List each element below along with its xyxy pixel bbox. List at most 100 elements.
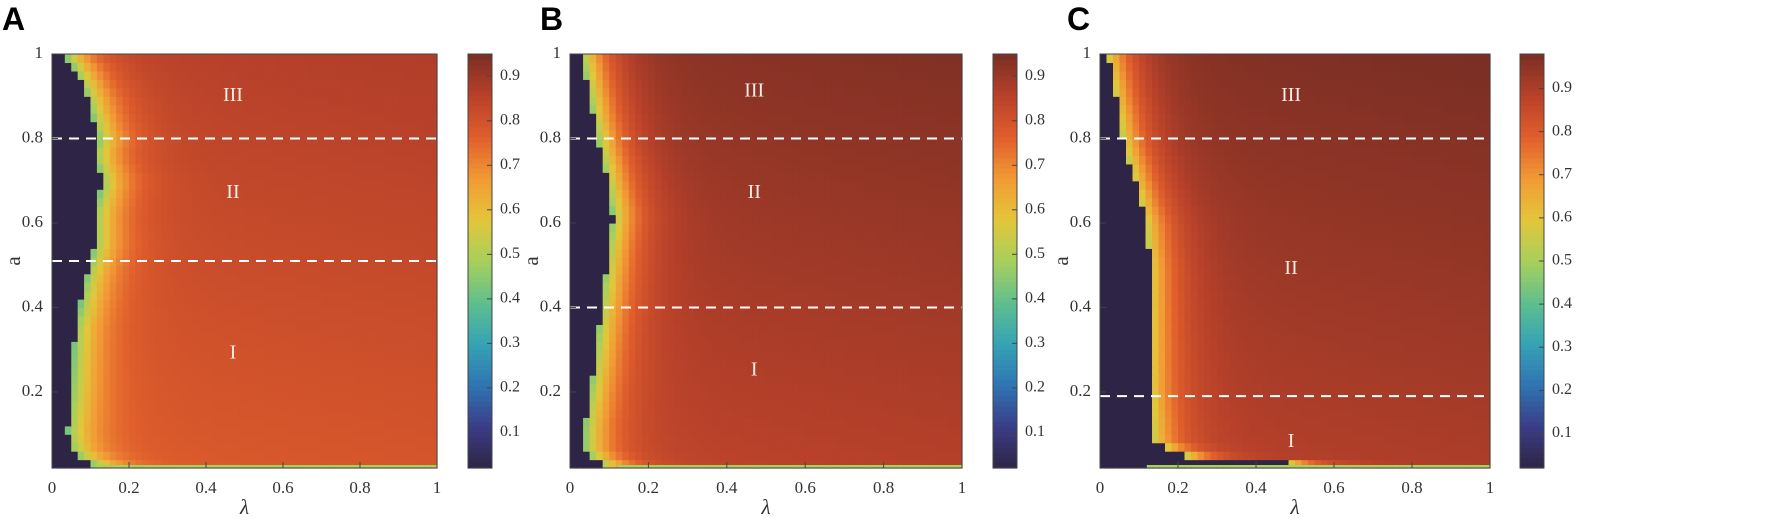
heatmap-cell	[283, 265, 291, 275]
heatmap-cell	[726, 273, 734, 283]
heatmap-cell	[424, 273, 432, 283]
heatmap-cell	[276, 197, 284, 207]
heatmap-cell	[430, 214, 438, 224]
heatmap-cell	[935, 214, 943, 224]
heatmap-cell	[372, 130, 380, 140]
heatmap-cell	[96, 349, 104, 359]
heatmap-cell	[615, 383, 623, 393]
heatmap-cell	[295, 442, 303, 452]
heatmap-cell	[430, 70, 438, 80]
heatmap-cell	[327, 282, 335, 292]
heatmap-cell	[77, 54, 85, 64]
heatmap-cell	[84, 459, 92, 469]
heatmap-cell	[193, 189, 201, 199]
heatmap-cell	[772, 239, 780, 249]
heatmap-cell	[903, 290, 911, 300]
heatmap-cell	[883, 459, 891, 469]
heatmap-cell	[392, 155, 400, 165]
heatmap-cell	[141, 307, 149, 317]
heatmap-cell	[641, 383, 649, 393]
heatmap-cell	[570, 425, 578, 435]
heatmap-cell	[837, 265, 845, 275]
heatmap-cell	[411, 375, 419, 385]
heatmap-cell	[792, 366, 800, 376]
heatmap-cell	[398, 222, 406, 233]
heatmap-cell	[635, 459, 643, 469]
heatmap-cell	[948, 383, 957, 393]
heatmap-cell	[733, 332, 741, 342]
heatmap-cell	[327, 299, 335, 309]
heatmap-cell	[404, 180, 412, 190]
heatmap-cell	[654, 256, 663, 266]
heatmap-cell	[180, 248, 188, 258]
heatmap-cell	[622, 307, 630, 317]
heatmap-cell	[720, 442, 728, 452]
heatmap-cell	[674, 265, 682, 275]
heatmap-cell	[96, 62, 104, 72]
heatmap-cell	[334, 197, 342, 207]
heatmap-cell	[668, 256, 676, 266]
heatmap-cell	[628, 315, 636, 325]
heatmap-cell	[739, 282, 747, 292]
heatmap-cell	[622, 400, 630, 410]
heatmap-cell	[398, 155, 406, 165]
heatmap-cell	[609, 222, 617, 233]
heatmap-cell	[942, 434, 950, 444]
heatmap-cell	[430, 408, 438, 418]
heatmap-cell	[635, 307, 643, 317]
heatmap-cell	[779, 214, 787, 224]
y-tick-label: 0.6	[22, 212, 43, 231]
heatmap-cell	[824, 239, 832, 249]
heatmap-cell	[844, 383, 852, 393]
heatmap-cell	[295, 138, 303, 148]
heatmap-cell	[589, 332, 597, 342]
heatmap-cell	[218, 172, 226, 182]
heatmap-cell	[90, 54, 98, 64]
heatmap-cell	[148, 315, 156, 325]
heatmap-cell	[283, 222, 291, 233]
heatmap-cell	[792, 256, 800, 266]
heatmap-cell	[857, 442, 865, 452]
heatmap-cell	[334, 425, 342, 435]
heatmap-cell	[372, 62, 380, 72]
heatmap-cell	[270, 197, 278, 207]
heatmap-cell	[668, 442, 676, 452]
heatmap-cell	[90, 189, 98, 199]
heatmap-cell	[64, 265, 72, 275]
heatmap-cell	[206, 391, 214, 402]
heatmap-cell	[360, 307, 368, 317]
heatmap-cell	[805, 442, 813, 452]
heatmap-cell	[289, 197, 297, 207]
heatmap-cell	[890, 442, 898, 452]
heatmap-cell	[327, 96, 335, 106]
heatmap-cell	[308, 206, 316, 216]
heatmap-cell	[877, 349, 885, 359]
heatmap-cell	[948, 332, 957, 342]
heatmap-cell	[654, 341, 663, 351]
heatmap-cell	[733, 206, 741, 216]
heatmap-cell	[193, 54, 201, 64]
heatmap-cell	[289, 79, 297, 89]
heatmap-cell	[674, 358, 682, 368]
heatmap-cell	[713, 214, 721, 224]
heatmap-cell	[64, 113, 72, 123]
heatmap-cell	[583, 375, 591, 385]
heatmap-cell	[805, 451, 813, 461]
heatmap-cell	[609, 417, 617, 427]
heatmap-cell	[792, 231, 800, 241]
heatmap-cell	[327, 459, 335, 469]
heatmap-cell	[244, 400, 252, 410]
heatmap-cell	[366, 130, 374, 140]
heatmap-cell	[589, 375, 597, 385]
heatmap-cell	[916, 239, 924, 249]
heatmap-cell	[109, 417, 117, 427]
heatmap-cell	[392, 442, 400, 452]
heatmap-cell	[340, 358, 348, 368]
heatmap-cell	[71, 87, 79, 97]
heatmap-cell	[896, 222, 904, 233]
heatmap-cell	[922, 459, 930, 469]
heatmap-cell	[315, 315, 323, 325]
heatmap-cell	[602, 315, 610, 325]
heatmap-cell	[353, 96, 361, 106]
heatmap-cell	[206, 248, 214, 258]
